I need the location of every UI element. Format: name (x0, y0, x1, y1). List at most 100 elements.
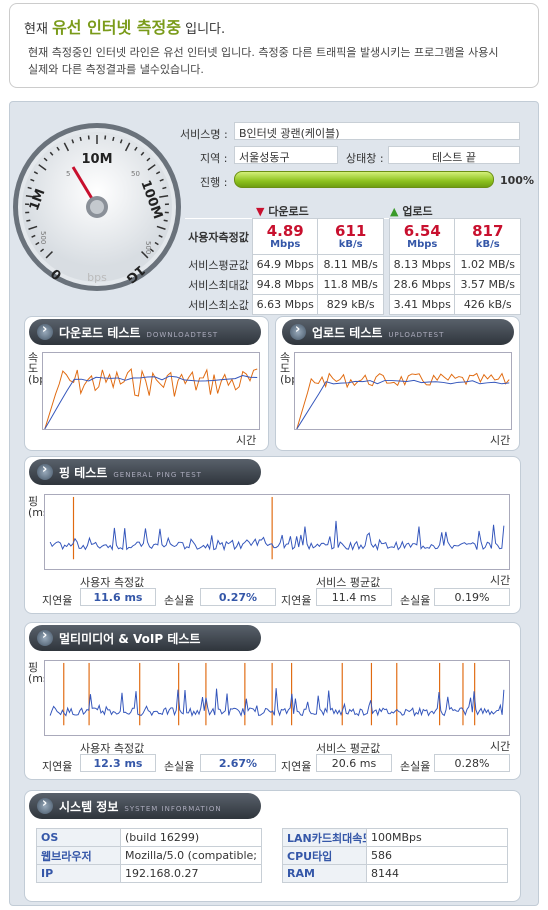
ping-graph (44, 494, 510, 570)
voip-user-label: 사용자 측정값 (80, 742, 145, 755)
region-label: 지역 : (200, 152, 228, 165)
region-value: 서울성동구 (234, 146, 338, 164)
voip-service-label: 서비스 평균값 (316, 742, 381, 755)
arrow-icon (290, 322, 306, 340)
gauge-tick (163, 219, 168, 222)
gauge-tick (146, 157, 151, 162)
voip-xlabel: 시간 (490, 740, 511, 753)
gauge-tick (149, 248, 155, 253)
speed-gauge: 10M 100M 1G 0 1M 50 5 500 500 bps (13, 123, 181, 291)
arrow-icon (37, 462, 53, 480)
ping-service-label: 서비스 평균값 (316, 576, 381, 589)
voip-svc-delay: 20.6 ms (316, 754, 392, 772)
gauge-tick (124, 142, 131, 152)
arrow-icon (37, 796, 53, 814)
gauge-tick (71, 139, 75, 144)
ping-delay-label: 지연율 (281, 594, 312, 607)
gauge-label-1m: 1M (27, 187, 49, 213)
system-info-right: LAN카드최대속도 100MBps CPU타입 586 RAM 8144 (282, 828, 508, 883)
gauge-tick (154, 241, 159, 246)
header-description: 현재 측정중인 인터넷 라인은 유선 인터넷 입니다. 측정중 다른 트래픽을 … (28, 46, 499, 76)
lan-key: LAN카드최대속도 (282, 828, 367, 847)
speed-table: 사용자측정값 4.89 Mbps 611 kB/s 6.54 Mbps 817 kB/s… (185, 218, 521, 315)
ram-key: RAM (282, 864, 367, 883)
ip-value: 192.168.0.27 (120, 864, 262, 883)
upload-graph (294, 352, 512, 430)
status-value: 테스트 끝 (388, 146, 520, 164)
gauge-tick (159, 178, 164, 182)
arrow-icon (37, 628, 53, 646)
ul-ylabel: 속도(bps) (280, 351, 308, 386)
ping-user-loss: 0.27% (200, 588, 276, 606)
arrow-icon (37, 322, 53, 340)
gauge-tick (43, 157, 48, 162)
gauge-tick (158, 234, 163, 238)
gauge-tick (147, 164, 156, 171)
gauge-sub-label: 5 (66, 170, 70, 178)
ping-user-label: 사용자 측정값 (80, 576, 145, 589)
gauge-tick (39, 248, 45, 253)
down-arrow-icon: ▼ (256, 205, 265, 218)
progress-bar (234, 171, 494, 188)
max-label: 서비스최대값 (185, 274, 253, 295)
avg-label: 서비스평균값 (185, 254, 253, 275)
ping-user-delay: 11.6 ms (80, 588, 156, 606)
gauge-sub-label: 50 (131, 170, 140, 178)
ping-ylabel: 핑(ms) (28, 495, 53, 519)
ping-svc-loss: 0.19% (434, 588, 510, 606)
upload-header: ▲ 업로드 (390, 205, 433, 218)
voip-delay-label: 지연율 (42, 760, 73, 773)
ping-svc-delay: 11.4 ms (316, 588, 392, 606)
gauge-tick (119, 139, 123, 144)
os-value: (build 16299) (120, 828, 262, 847)
progress-label: 진행 : (200, 176, 228, 189)
gauge-tick (45, 251, 53, 259)
ram-value: 8144 (366, 864, 508, 883)
cpu-key: CPU타입 (282, 846, 367, 865)
dl-ylabel: 속도(bps) (28, 351, 56, 386)
dl-xlabel: 시간 (236, 434, 257, 447)
voip-test-title: 멀티미디어 & VoIP 테스트 (29, 625, 261, 651)
system-info-left: OS (build 16299) 웹브라우저 Mozilla/5.0 (compat… (36, 828, 262, 883)
download-header: ▼ 다운로드 (256, 205, 309, 218)
gauge-tick (25, 194, 35, 198)
ip-key: IP (36, 864, 121, 883)
browser-value: Mozilla/5.0 (compatible; MSIE (120, 846, 262, 865)
gauge-tick (30, 178, 35, 182)
gauge-tick (134, 146, 138, 151)
ul-user-kbs: 817 (472, 222, 504, 240)
voip-user-delay: 12.3 ms (80, 754, 156, 772)
voip-graph (44, 660, 510, 736)
cpu-value: 586 (366, 846, 508, 865)
up-arrow-icon: ▲ (390, 205, 399, 218)
gauge-label-10m: 10M (81, 152, 112, 167)
gauge-tick (79, 136, 82, 142)
ping-delay-label: 지연율 (42, 594, 73, 607)
voip-loss-label: 손실율 (400, 760, 431, 773)
gauge-tick (162, 186, 167, 190)
voip-loss-label: 손실율 (164, 760, 195, 773)
gauge-unit: bps (87, 271, 107, 284)
voip-ylabel: 핑(ms) (28, 661, 53, 685)
service-value: B인터넷 광랜(케이블) (234, 122, 520, 140)
status-label: 상태창 : (346, 152, 384, 165)
gauge-sub-label: 500 (39, 231, 47, 244)
download-graph (42, 352, 260, 430)
gauge-tick (141, 251, 149, 259)
voip-user-loss: 2.67% (200, 754, 276, 772)
gauge-tick (31, 234, 36, 238)
ping-xlabel: 시간 (490, 574, 511, 587)
gauge-tick (28, 225, 38, 230)
gauge-tick (155, 171, 161, 175)
progress-text: 100% (500, 174, 534, 187)
voip-svc-loss: 0.28% (434, 754, 510, 772)
dl-user-kbs: 611 (335, 222, 367, 240)
gauge-tick (159, 194, 169, 198)
gauge-tick (49, 151, 54, 156)
ping-loss-label: 손실율 (164, 594, 195, 607)
gauge-tick (27, 186, 32, 190)
gauge-tick (156, 225, 166, 230)
